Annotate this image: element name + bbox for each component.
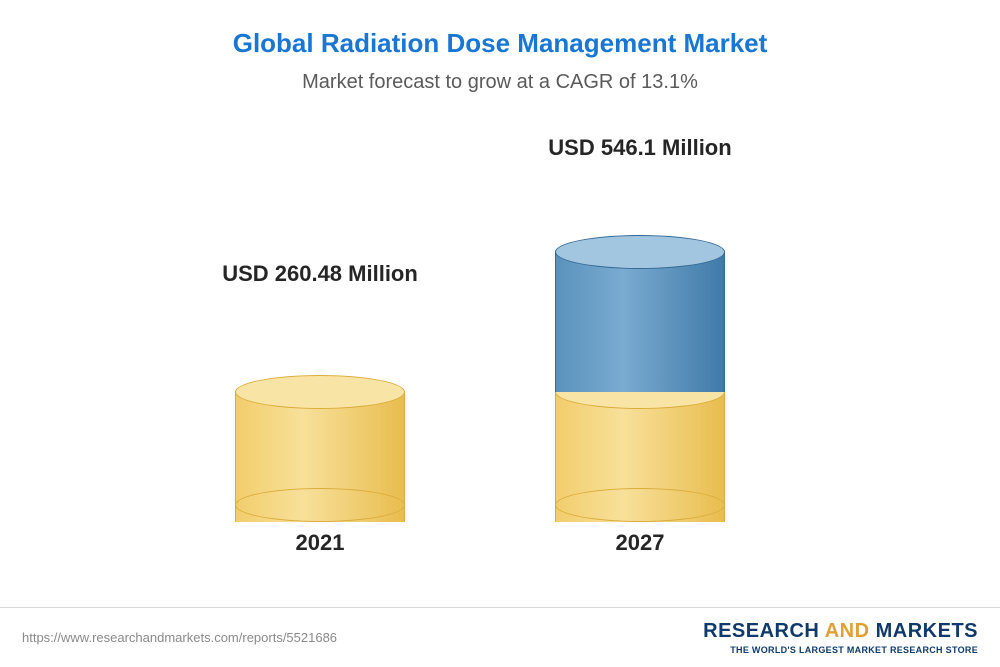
logo: RESEARCH AND MARKETS THE WORLD'S LARGEST… — [703, 620, 978, 655]
cylinder-base — [235, 488, 405, 522]
year-label: 2021 — [220, 530, 420, 556]
chart-subtitle: Market forecast to grow at a CAGR of 13.… — [0, 59, 1000, 94]
logo-main: RESEARCH AND MARKETS — [703, 620, 978, 643]
chart-title: Global Radiation Dose Management Market — [0, 0, 1000, 59]
cylinder-bar — [235, 375, 405, 522]
value-label: USD 546.1 Million — [515, 135, 765, 161]
footer: https://www.researchandmarkets.com/repor… — [0, 607, 1000, 667]
cylinder-segment — [555, 252, 725, 392]
value-label: USD 260.48 Million — [195, 261, 445, 287]
chart-area: USD 260.48 Million 2021 USD 546.1 Million 2… — [0, 135, 1000, 555]
logo-word-and: AND — [825, 620, 870, 642]
logo-word-research: RESEARCH — [703, 620, 819, 642]
cylinder-top — [235, 375, 405, 409]
logo-word-markets: MARKETS — [876, 620, 978, 642]
year-label: 2027 — [540, 530, 740, 556]
cylinder-top — [555, 235, 725, 269]
source-url: https://www.researchandmarkets.com/repor… — [22, 630, 337, 645]
logo-tagline: THE WORLD'S LARGEST MARKET RESEARCH STOR… — [703, 645, 978, 655]
cylinder-bar — [555, 235, 725, 522]
cylinder-base — [555, 488, 725, 522]
